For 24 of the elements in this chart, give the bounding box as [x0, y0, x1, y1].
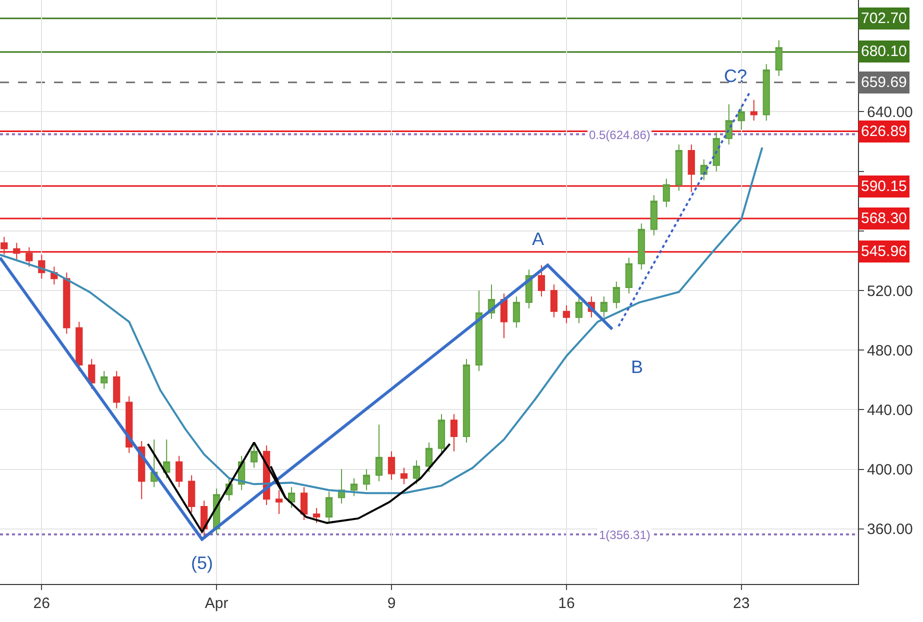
ref-line-label: 680.10 — [861, 43, 907, 60]
x-tick-label: 26 — [33, 595, 50, 612]
annotation: C? — [724, 66, 748, 86]
x-tick-label: 23 — [733, 595, 750, 612]
ref-line-label: 1(356.31) — [599, 528, 650, 542]
ref-line-label: 0.5(624.86) — [589, 128, 650, 142]
y-tick-label: 400.00 — [867, 462, 913, 479]
annotation: B — [631, 357, 644, 377]
x-tick-label: 16 — [558, 595, 575, 612]
ref-line-label: 568.30 — [861, 210, 907, 227]
y-tick-label: 520.00 — [867, 282, 913, 300]
x-tick-label: 9 — [387, 595, 396, 612]
ref-line-label: 702.70 — [861, 10, 907, 27]
x-tick-label: Apr — [204, 595, 228, 612]
y-tick-label: 640.00 — [867, 104, 913, 121]
ref-line-label: 626.89 — [861, 123, 907, 140]
annotation: A — [532, 229, 544, 249]
ref-line-label: 545.96 — [861, 243, 907, 260]
y-tick-label: 480.00 — [867, 342, 913, 360]
ref-line-label: 590.15 — [861, 178, 907, 195]
ref-line-label: 659.69 — [861, 74, 907, 91]
annotation: (5) — [191, 553, 213, 573]
y-tick-label: 440.00 — [867, 402, 913, 419]
y-tick-label: 360.00 — [867, 521, 913, 538]
